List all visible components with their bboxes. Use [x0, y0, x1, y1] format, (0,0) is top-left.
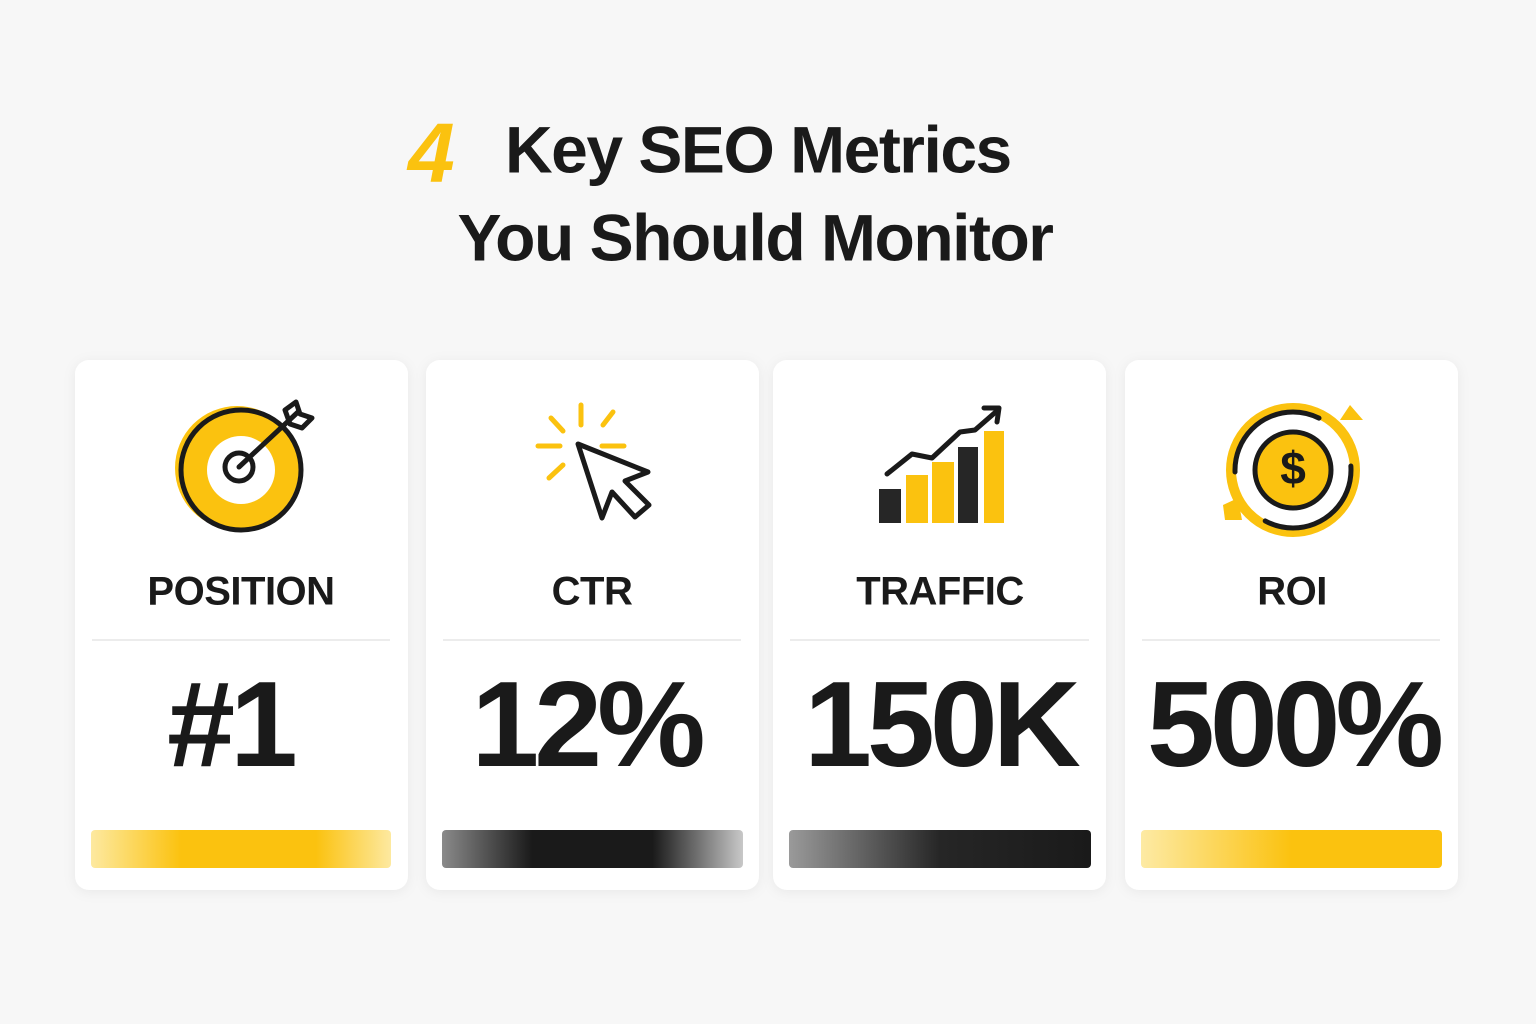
title-line: Key SEO Metrics [505, 112, 1011, 186]
metric-label: ROI [1257, 570, 1327, 614]
growth-icon [879, 405, 1004, 523]
metric-card: $ ROI 500% [1125, 360, 1458, 890]
metric-value: 500% [1147, 656, 1442, 792]
metric-label: TRAFFIC [856, 570, 1024, 614]
title-number: 4 [406, 106, 454, 200]
metric-card: TRAFFIC 150K [773, 360, 1106, 890]
metric-value: 150K [804, 656, 1080, 792]
dollar-sign: $ [1280, 442, 1306, 494]
metric-label: CTR [552, 570, 633, 614]
metric-value: 12% [471, 656, 703, 792]
metric-value: #1 [167, 656, 295, 792]
roi-icon: $ [1223, 403, 1363, 537]
target-icon [175, 399, 315, 533]
cursor-icon [535, 402, 652, 521]
metric-card: CTR 12% [426, 360, 759, 890]
metric-card: POSITION #1 [75, 360, 408, 890]
metric-label: POSITION [147, 570, 334, 614]
title-line: You Should Monitor [458, 200, 1054, 274]
